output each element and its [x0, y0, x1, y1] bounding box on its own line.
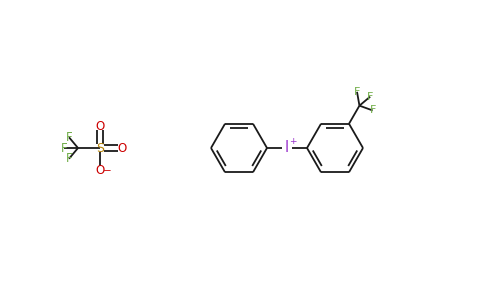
Text: F: F [354, 87, 360, 97]
Text: O: O [118, 142, 127, 154]
Text: I: I [285, 140, 289, 155]
Text: −: − [103, 166, 111, 176]
Text: F: F [367, 92, 373, 102]
Text: O: O [95, 164, 105, 176]
Text: F: F [66, 152, 72, 165]
Text: F: F [60, 142, 67, 154]
Text: F: F [66, 131, 72, 144]
Text: O: O [95, 119, 105, 133]
Text: S: S [96, 142, 104, 154]
Text: +: + [289, 136, 297, 146]
Text: F: F [369, 105, 376, 116]
